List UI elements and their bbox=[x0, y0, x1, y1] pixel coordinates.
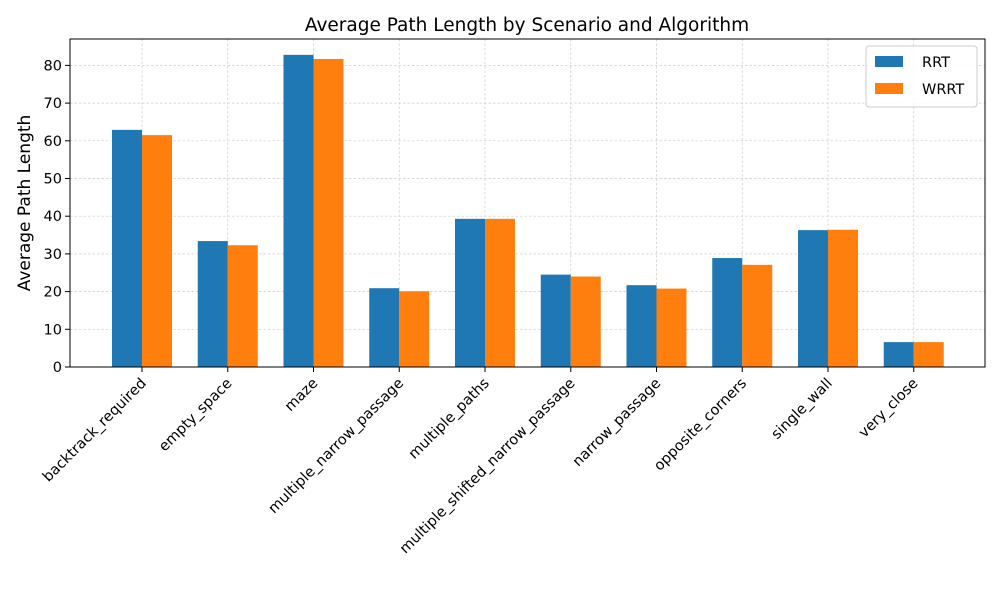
y-tick-label: 10 bbox=[44, 322, 62, 338]
bar-wrrt-narrow_passage bbox=[656, 288, 687, 367]
bar-wrrt-opposite_corners bbox=[742, 264, 773, 367]
y-tick-label: 50 bbox=[44, 171, 62, 187]
y-axis-ticks: 0 10 20 30 40 50 60 70 80 bbox=[44, 58, 70, 376]
bar-rrt-single_wall bbox=[798, 230, 828, 367]
bar-rrt-multiple_narrow_passage bbox=[369, 288, 400, 367]
bar-wrrt-multiple_narrow_passage bbox=[399, 291, 430, 367]
y-tick-label: 80 bbox=[44, 58, 62, 74]
chart-title: Average Path Length by Scenario and Algo… bbox=[305, 15, 749, 36]
bar-rrt-narrow_passage bbox=[626, 285, 657, 367]
legend-swatch-rrt bbox=[875, 56, 903, 67]
bar-rrt-multiple_paths bbox=[455, 218, 485, 367]
bar-rrt-maze bbox=[283, 54, 314, 368]
bar-wrrt-empty_space bbox=[227, 245, 258, 367]
legend-label-rrt: RRT bbox=[922, 55, 950, 71]
bar-wrrt-multiple_shifted_narrow_passage bbox=[570, 276, 601, 367]
plot-frame bbox=[69, 38, 986, 368]
bar-wrrt-backtrack_required bbox=[142, 135, 172, 367]
legend: RRT WRRT bbox=[865, 45, 978, 108]
y-tick-label: 60 bbox=[44, 134, 62, 150]
bar-wrrt-maze bbox=[313, 58, 344, 368]
y-tick-label: 20 bbox=[44, 285, 62, 301]
bar-rrt-multiple_shifted_narrow_passage bbox=[540, 274, 571, 367]
bar-wrrt-single_wall bbox=[828, 229, 858, 367]
bar-wrrt-multiple_paths bbox=[485, 218, 515, 367]
legend-swatch-wrrt bbox=[875, 83, 903, 94]
bar-rrt-empty_space bbox=[197, 241, 228, 367]
y-tick-label: 30 bbox=[44, 247, 62, 263]
bar-rrt-very_close bbox=[883, 342, 914, 367]
legend-label-wrrt: WRRT bbox=[922, 82, 964, 98]
y-tick-label: 40 bbox=[44, 209, 62, 225]
y-tick-label: 70 bbox=[44, 96, 62, 112]
y-axis-label: Average Path Length bbox=[15, 115, 35, 292]
y-tick-label: 0 bbox=[53, 360, 62, 376]
bar-rrt-backtrack_required bbox=[112, 129, 142, 367]
bars bbox=[112, 54, 944, 368]
bar-wrrt-very_close bbox=[913, 342, 944, 367]
bar-rrt-opposite_corners bbox=[712, 258, 743, 367]
